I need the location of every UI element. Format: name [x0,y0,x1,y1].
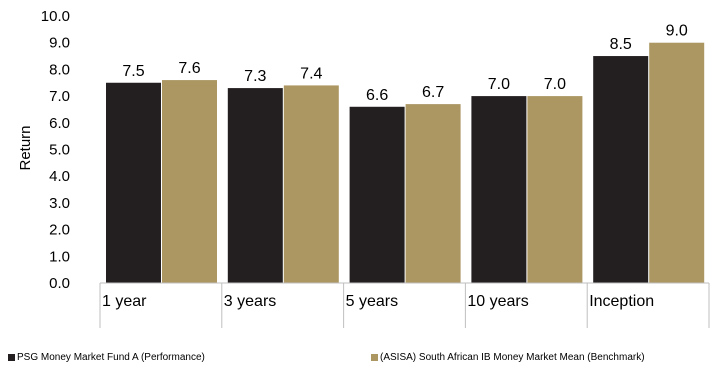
bar [283,85,339,283]
y-tick-label: 7.0 [49,88,70,105]
x-tick-label: 1 year [102,293,147,310]
bar [227,88,283,283]
bar [405,104,461,283]
bar-value-label: 9.0 [666,23,688,40]
y-tick-label: 4.0 [49,168,70,185]
legend-item-performance: PSG Money Market Fund A (Performance) [8,352,205,363]
y-tick-label: 5.0 [49,142,70,159]
legend-label-benchmark: (ASISA) South African IB Money Market Me… [380,352,645,363]
y-tick-label: 2.0 [49,222,70,239]
y-tick-label: 1.0 [49,248,70,265]
x-axis-labels: 1 year 3 years 5 years 10 years Inception [102,293,654,310]
bar-value-label: 7.6 [178,60,200,77]
x-tick-label: 10 years [467,293,528,310]
bar-value-label: 8.5 [610,36,632,53]
category-dividers [99,283,710,328]
legend-swatch-performance [8,354,15,361]
y-tick-label: 8.0 [49,61,70,78]
bar-value-label: 7.5 [122,63,144,80]
legend-swatch-benchmark [371,354,378,361]
bar-value-label: 7.4 [300,65,322,82]
y-tick-label: 10.0 [41,8,70,25]
y-tick-label: 6.0 [49,115,70,132]
bar-value-label: 6.6 [366,87,388,104]
legend-label-performance: PSG Money Market Fund A (Performance) [17,352,205,363]
y-tick-label: 0.0 [49,275,70,292]
bar-chart: 0.0 1.0 2.0 3.0 4.0 5.0 6.0 7.0 8.0 9.0 10.0 Retur… [17,8,710,328]
legend-item-benchmark: (ASISA) South African IB Money Market Me… [371,352,645,363]
bar [527,96,583,283]
bar-value-label: 7.3 [244,68,266,85]
bar-value-label: 7.0 [488,76,510,93]
x-tick-label: 5 years [346,293,398,310]
bar-value-label: 7.0 [544,76,566,93]
bar [106,82,161,283]
y-tick-label: 9.0 [49,35,70,52]
y-axis-title: Return [17,125,34,170]
legend: PSG Money Market Fund A (Performance) (A… [0,352,724,368]
bar [162,80,217,283]
x-tick-label: Inception [589,293,654,310]
bar [471,96,527,283]
bars [106,42,705,284]
bar [593,56,649,283]
y-tick-label: 3.0 [49,195,70,212]
bar [349,106,405,283]
value-labels: 7.5 7.6 7.3 7.4 6.6 6.7 7.0 7.0 8.5 9.0 [122,23,688,104]
y-axis-ticks: 0.0 1.0 2.0 3.0 4.0 5.0 6.0 7.0 8.0 9.0 10.0 [41,8,70,292]
x-tick-label: 3 years [224,293,276,310]
bar-value-label: 6.7 [422,84,444,101]
bar [649,42,705,284]
